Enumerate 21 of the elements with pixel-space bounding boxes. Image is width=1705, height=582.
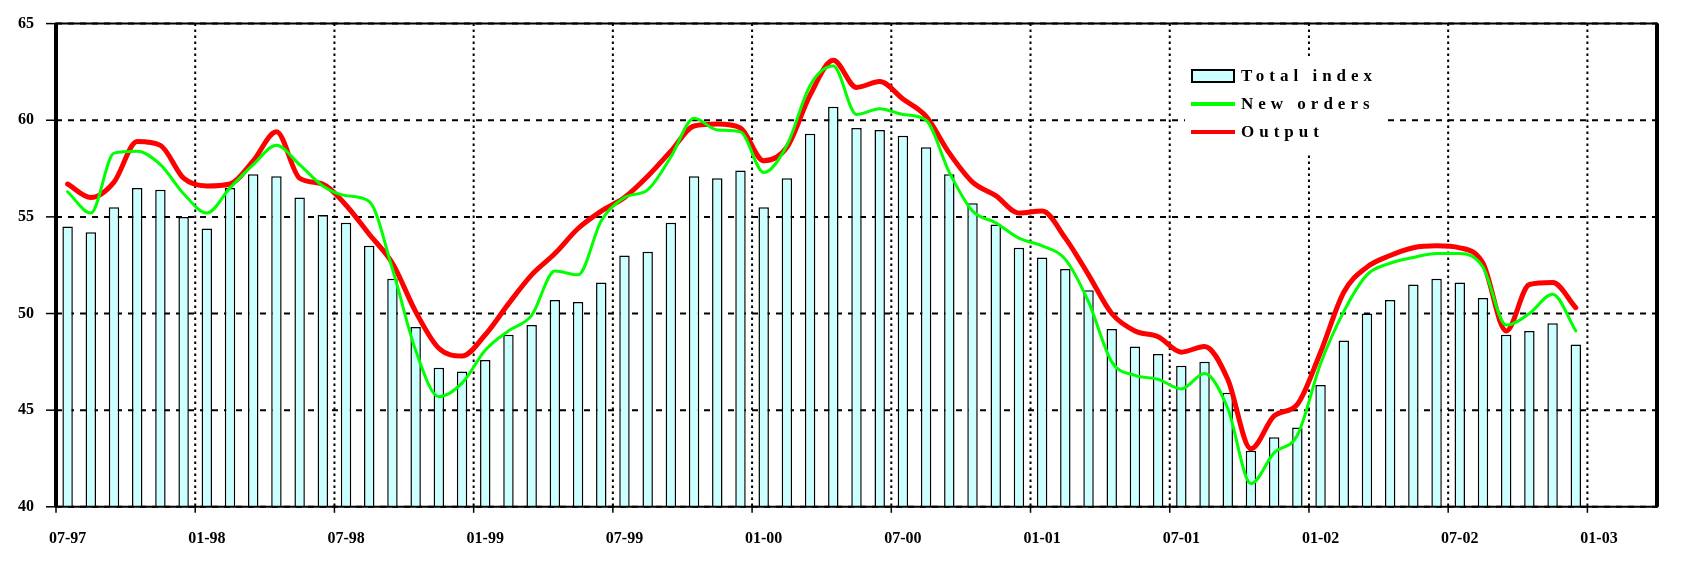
x-tick-label: 01-98 [188, 528, 226, 546]
x-tick-label: 01-00 [745, 528, 783, 546]
x-tick-label: 01-01 [1023, 528, 1061, 546]
legend-label: Total index [1241, 66, 1378, 86]
y-tick-label: 40 [18, 496, 34, 514]
x-tick-label: 07-02 [1441, 528, 1479, 546]
y-tick-label: 50 [18, 303, 34, 321]
x-tick-label: 07-01 [1162, 528, 1200, 546]
y-tick-label: 55 [18, 207, 34, 225]
x-tick-label: 01-03 [1580, 528, 1618, 546]
legend-label: New orders [1241, 94, 1375, 114]
y-tick-label: 65 [18, 13, 34, 31]
x-tick-label: 07-98 [327, 528, 365, 546]
x-tick-label: 01-99 [466, 528, 504, 546]
x-tick-label: 07-00 [884, 528, 922, 546]
y-tick-label: 45 [18, 400, 34, 418]
legend-label: Output [1241, 122, 1324, 142]
y-tick-label: 60 [18, 110, 34, 128]
x-tick-label: 01-02 [1301, 528, 1340, 546]
x-tick-label: 07-99 [605, 528, 644, 546]
x-tick-label: 07-97 [48, 528, 87, 546]
